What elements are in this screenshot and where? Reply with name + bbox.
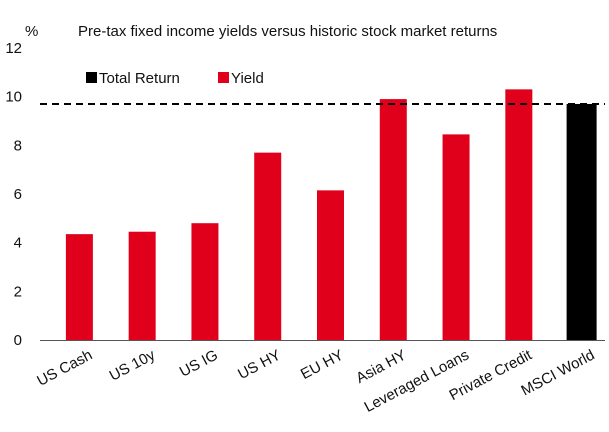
bar-private-credit <box>505 89 533 340</box>
y-axis-ticks: 0 2 4 6 8 10 12 <box>5 40 22 349</box>
x-category-label: Leveraged Loans <box>362 347 472 416</box>
bar-us-ig <box>191 223 219 340</box>
x-category-label: US Cash <box>34 347 95 390</box>
x-category-label: US 10y <box>107 346 159 384</box>
legend-label-total-return: Total Return <box>99 70 180 87</box>
y-tick-label: 8 <box>14 137 22 154</box>
y-tick-label: 10 <box>5 89 22 106</box>
bar-msci-world <box>566 103 597 340</box>
bar-us-cash <box>65 234 93 340</box>
legend-label-yield: Yield <box>231 70 264 87</box>
bar-us-hy <box>254 152 282 340</box>
bars <box>65 89 597 340</box>
y-tick-label: 4 <box>14 235 22 252</box>
bar-asia-hy <box>379 99 407 340</box>
bar-us-10y <box>128 231 156 340</box>
category-labels: US Cash US 10y US IG US HY EU HY Asia HYLever… <box>34 346 597 416</box>
y-axis-unit: % <box>25 23 38 40</box>
y-tick-label: 2 <box>14 283 22 300</box>
chart-title: Pre-tax fixed income yields versus histo… <box>78 23 497 40</box>
legend-swatch-yield <box>218 72 229 83</box>
legend: Total Return Yield <box>86 70 264 87</box>
bar-leveraged-loans <box>442 134 470 340</box>
bar-eu-hy <box>317 190 344 340</box>
legend-swatch-total-return <box>86 72 97 83</box>
x-category-label: US HY <box>235 347 283 384</box>
x-category-label: US IG <box>177 347 221 381</box>
x-category-label: EU HY <box>298 347 346 384</box>
y-tick-label: 0 <box>14 332 22 349</box>
y-tick-label: 12 <box>5 40 22 57</box>
y-tick-label: 6 <box>14 186 22 203</box>
